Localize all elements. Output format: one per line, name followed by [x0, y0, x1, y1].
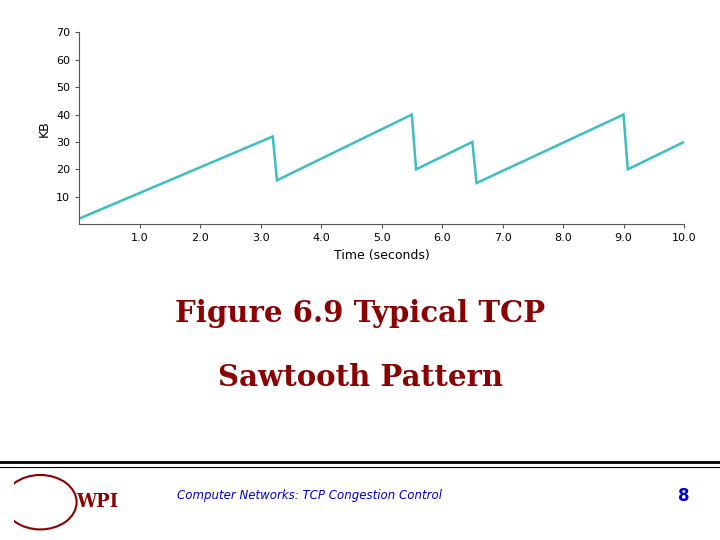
Y-axis label: KB: KB	[37, 120, 50, 137]
Text: WPI: WPI	[76, 493, 119, 511]
X-axis label: Time (seconds): Time (seconds)	[334, 249, 429, 262]
Text: Sawtooth Pattern: Sawtooth Pattern	[217, 363, 503, 393]
Text: Figure 6.9 Typical TCP: Figure 6.9 Typical TCP	[175, 299, 545, 328]
Text: Computer Networks: TCP Congestion Control: Computer Networks: TCP Congestion Contro…	[177, 489, 442, 502]
Text: 8: 8	[678, 487, 690, 505]
